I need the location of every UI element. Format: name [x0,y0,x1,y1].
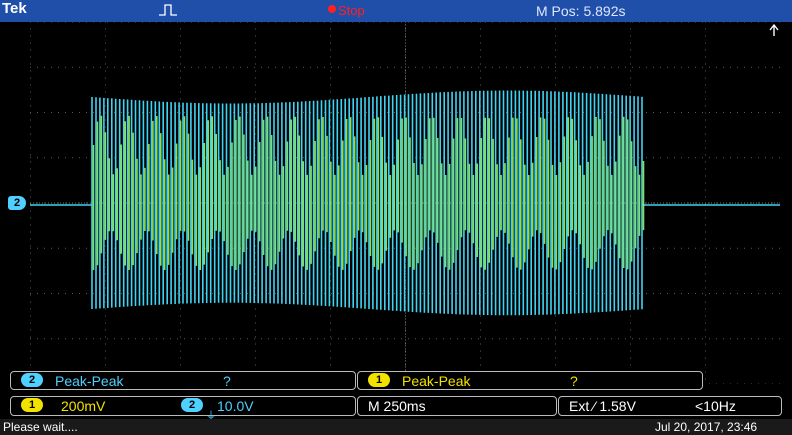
horizontal-position-readout: M Pos: 5.892s [536,3,626,19]
trigger-setting[interactable]: Ext ⁄ 1.58V [569,398,636,414]
measurement-ch2-type: Peak-Peak [55,373,124,389]
measurement-ch1-box[interactable]: 1 Peak-Peak ? [357,371,703,390]
status-message: Please wait.... [3,420,78,434]
vertical-settings-box[interactable]: 1 200mV 2 ⏚ 10.0V [10,396,356,422]
ch1-waveform [92,115,645,270]
ch1-scale-badge: 1 [21,398,43,412]
ch2-waveform [91,90,643,316]
brand-label: Tek [2,0,27,17]
channel-2-ground-marker[interactable]: 2 [8,196,26,210]
top-status-bar: Tek Stop M Pos: 5.892s [0,0,792,22]
measurement-ch1-value: ? [570,373,578,389]
measurement-ch2-box[interactable]: 2 Peak-Peak ? [10,371,356,390]
ch2-scale-badge: 2 [181,398,203,412]
ch2-badge: 2 [21,373,43,387]
measurement-ch1-type: Peak-Peak [402,373,471,389]
coupling-ground-icon: ⏚ [206,411,216,422]
ch1-badge: 1 [368,373,390,387]
trigger-edge-icon [159,4,177,16]
status-bar: Please wait.... Jul 20, 2017, 23:46 [0,419,792,435]
waveform-display [30,21,781,385]
measurement-ch2-value: ? [223,373,231,389]
ch2-scale[interactable]: 10.0V [217,398,254,414]
date-time: Jul 20, 2017, 23:46 [655,420,758,434]
waveform-graticule [30,21,781,385]
ch1-scale[interactable]: 200mV [61,398,106,414]
timebase-box[interactable]: M 250ms [357,396,557,416]
stop-indicator-icon [328,5,336,13]
trigger-box[interactable]: Ext ⁄ 1.58V <10Hz [558,396,782,416]
timebase-setting[interactable]: M 250ms [368,398,426,414]
trigger-position-marker-icon [769,23,779,36]
trigger-frequency: <10Hz [695,398,736,414]
acquisition-state[interactable]: Stop [338,3,365,18]
